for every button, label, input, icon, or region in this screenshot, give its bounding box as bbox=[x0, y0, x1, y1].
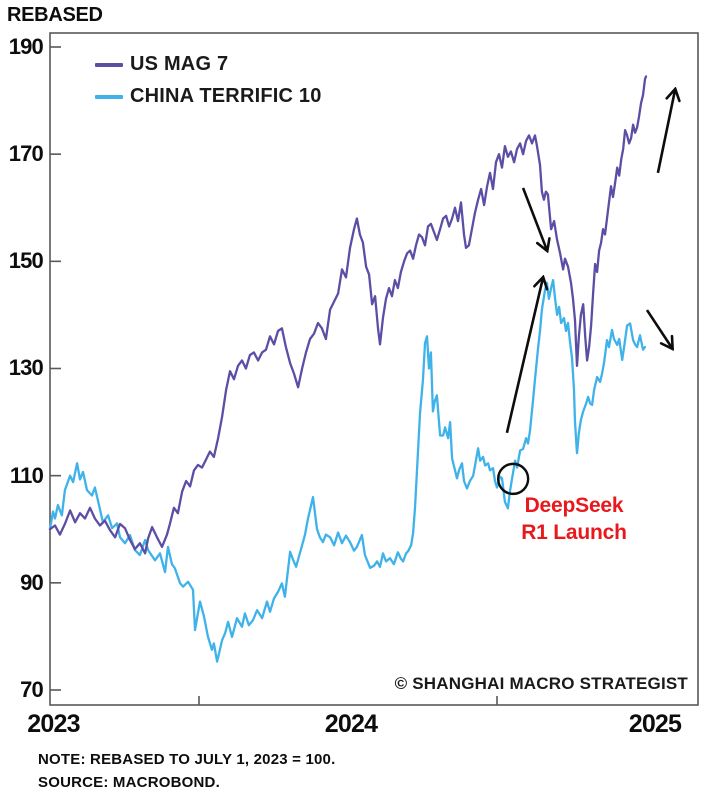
note-source: SOURCE: MACROBOND. bbox=[38, 774, 220, 791]
legend-swatch-china-terrific-10 bbox=[95, 95, 123, 99]
china-rally-up-arrow bbox=[505, 278, 543, 434]
deepseek-annotation: DeepSeek R1 Launch bbox=[514, 492, 634, 546]
deepseek-annotation-line2: R1 Launch bbox=[521, 521, 627, 544]
x-axis-label-2024: 2024 bbox=[324, 710, 378, 738]
chart-title: REBASED bbox=[7, 4, 103, 26]
y-tick-label-90: 90 bbox=[20, 569, 44, 595]
series-line-us-mag-7 bbox=[48, 75, 648, 555]
deepseek-annotation-line1: DeepSeek bbox=[524, 494, 624, 517]
y-tick-label-110: 110 bbox=[9, 462, 44, 488]
y-tick-label-170: 170 bbox=[8, 141, 44, 167]
legend-label-us-mag7: US MAG 7 bbox=[130, 53, 229, 75]
us-mag7-up-arrow bbox=[656, 90, 675, 174]
plot-frame bbox=[49, 32, 699, 706]
series-line-china-terrific-10 bbox=[48, 278, 647, 663]
x-axis-label-2023: 2023 bbox=[27, 710, 80, 738]
y-tick-label-150: 150 bbox=[8, 248, 44, 274]
legend-swatch-us-mag7 bbox=[95, 63, 123, 67]
china-down-arrow bbox=[645, 309, 672, 348]
legend-label-china-terrific-10: CHINA TERRIFIC 10 bbox=[130, 85, 322, 107]
y-tick-label-70: 70 bbox=[20, 676, 44, 702]
us-mag7-down-arrow bbox=[521, 187, 547, 250]
y-tick-label-190: 190 bbox=[8, 34, 44, 59]
x-axis-label-2025: 2025 bbox=[628, 710, 682, 738]
note-rebased: NOTE: REBASED TO JULY 1, 2023 = 100. bbox=[38, 751, 336, 768]
watermark: © SHANGHAI MACRO STRATEGIST bbox=[394, 674, 688, 693]
deepseek-circle bbox=[496, 462, 530, 496]
y-tick-label-130: 130 bbox=[8, 355, 44, 381]
